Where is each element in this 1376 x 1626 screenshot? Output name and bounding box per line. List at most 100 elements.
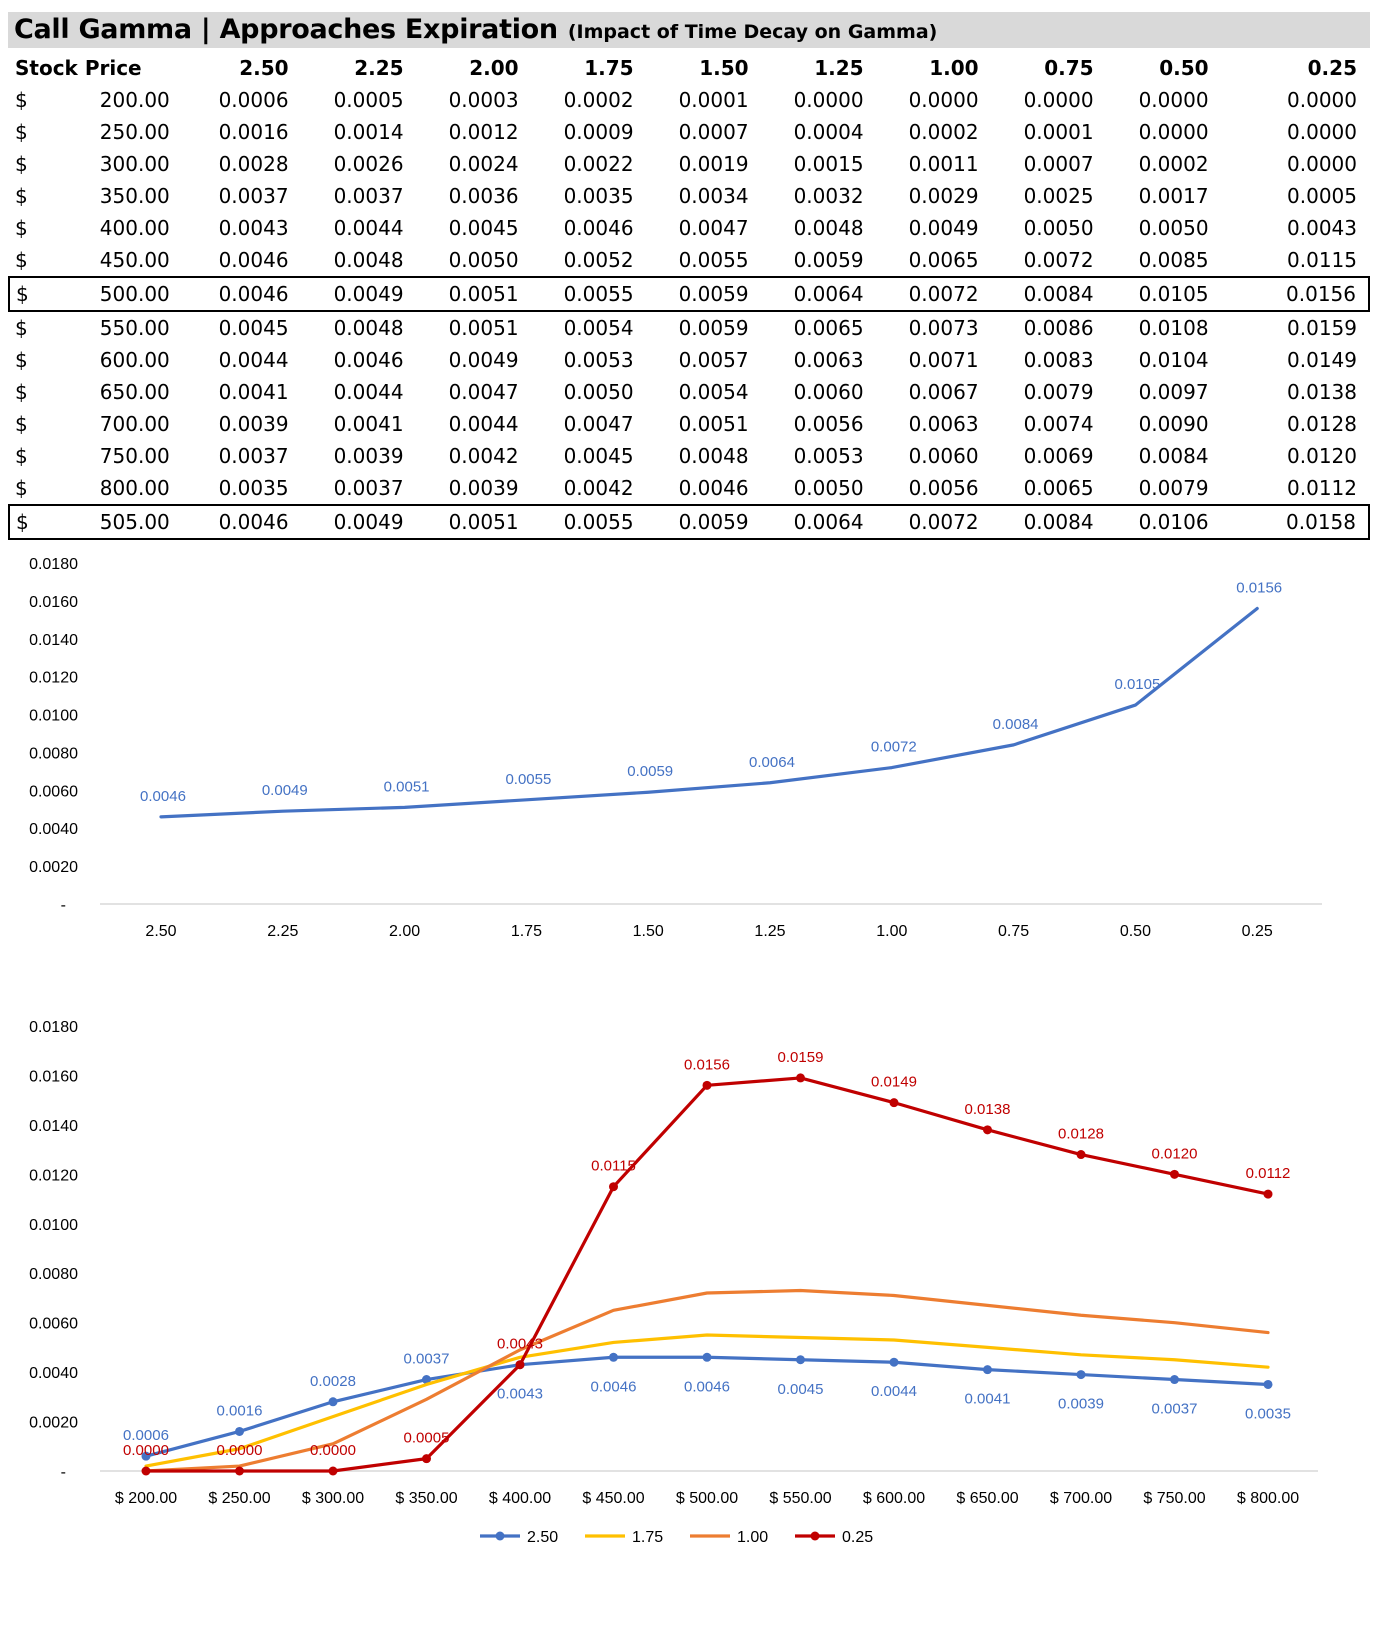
y-tick-label: 0.0120	[29, 670, 78, 687]
currency-cell: $	[15, 380, 28, 404]
gamma-cell: 0.0047	[678, 216, 749, 240]
y-tick-label: -	[61, 1464, 66, 1481]
gamma-cell: 0.0005	[1287, 184, 1357, 208]
table-row: $350.00 0.0037 0.0037 0.0036 0.0035 0.0034 0.0…	[9, 180, 1369, 212]
data-label: 0.0120	[1152, 1145, 1198, 1162]
gamma-cell: 0.0046	[678, 476, 749, 500]
gamma-cell: 0.0054	[678, 380, 749, 404]
gamma-cell: 0.0037	[333, 476, 404, 500]
data-label: 0.0037	[1152, 1401, 1198, 1418]
gamma-cell: 0.0002	[563, 88, 634, 112]
gamma-cell: 0.0050	[563, 380, 634, 404]
gamma-cell: 0.0047	[563, 412, 634, 436]
currency-cell: $	[15, 152, 28, 176]
x-tick-label: 2.00	[389, 923, 420, 940]
data-point	[702, 1352, 712, 1362]
x-tick-label: 1.50	[633, 923, 664, 940]
gamma-cell: 0.0045	[218, 316, 289, 340]
gamma-cell: 0.0000	[793, 88, 864, 112]
data-point	[889, 1357, 899, 1367]
gamma-cell: 0.0051	[415, 504, 531, 540]
gamma-cell: 0.0044	[218, 348, 289, 372]
page-subtitle: (Impact of Time Decay on Gamma)	[567, 21, 938, 43]
gamma-cell: 0.0097	[1138, 380, 1209, 404]
data-label: 0.0037	[404, 1351, 450, 1368]
data-label: 0.0046	[591, 1378, 637, 1395]
legend-marker	[810, 1531, 820, 1541]
gamma-cell: 0.0046	[333, 348, 404, 372]
data-label: 0.0016	[217, 1402, 263, 1419]
legend-label: 1.00	[737, 1529, 768, 1546]
gamma-cell: 0.0043	[218, 216, 289, 240]
gamma-cell: 0.0037	[333, 184, 404, 208]
gamma-cell: 0.0017	[1138, 184, 1209, 208]
gamma-cell: 0.0065	[1023, 476, 1094, 500]
x-tick-label: 0.75	[998, 923, 1029, 940]
price-cell: 350.00	[99, 184, 170, 208]
currency-cell: $	[15, 444, 28, 468]
data-point	[609, 1182, 618, 1192]
x-tick-label: 2.25	[267, 923, 298, 940]
gamma-cell: 0.0048	[678, 444, 749, 468]
table-header-row: Stock Price 2.50 2.25 2.00 1.75 1.50 1.25 1.00…	[9, 52, 1369, 84]
table-row: $450.00 0.0046 0.0048 0.0050 0.0052 0.0055 0.0…	[9, 244, 1369, 277]
y-tick-label: 0.0180	[29, 1019, 78, 1036]
table-row: $200.00 0.0006 0.0005 0.0003 0.0002 0.0001 0.0…	[9, 84, 1369, 116]
gamma-cell: 0.0084	[1138, 444, 1209, 468]
x-tick-label: 0.50	[1120, 923, 1151, 940]
gamma-cell: 0.0041	[333, 412, 404, 436]
x-tick-label: $ 600.00	[863, 1490, 925, 1507]
gamma-cell: 0.0019	[678, 152, 749, 176]
data-label: 0.0072	[871, 739, 917, 756]
data-point	[889, 1098, 899, 1108]
y-tick-label: 0.0160	[29, 594, 78, 611]
gamma-cell: 0.0079	[1138, 476, 1209, 500]
page-title: Call Gamma | Approaches Expiration	[14, 14, 558, 45]
gamma-cell: 0.0085	[1138, 248, 1209, 272]
y-tick-label: 0.0060	[29, 1316, 78, 1333]
gamma-cell: 0.0059	[793, 248, 864, 272]
gamma-cell: 0.0156	[1220, 276, 1371, 312]
header-col-7: 0.75	[1044, 56, 1094, 80]
data-label: 0.0039	[1058, 1396, 1104, 1413]
data-point	[1170, 1169, 1179, 1179]
x-tick-label: $ 800.00	[1237, 1490, 1299, 1507]
series-line-1.00	[144, 1288, 1270, 1473]
gamma-cell: 0.0016	[218, 120, 289, 144]
gamma-cell: 0.0039	[333, 444, 404, 468]
gamma-cell: 0.0050	[1023, 216, 1094, 240]
table-row: $750.00 0.0037 0.0039 0.0042 0.0045 0.0048 0.0…	[9, 440, 1369, 472]
gamma-cell: 0.0064	[760, 276, 876, 312]
y-tick-label: -	[61, 897, 66, 914]
table-row: $700.00 0.0039 0.0041 0.0044 0.0047 0.0051 0.0…	[9, 408, 1369, 440]
gamma-cell: 0.0043	[1287, 216, 1357, 240]
gamma-cell: 0.0050	[448, 248, 519, 272]
gamma-cell: 0.0046	[180, 276, 301, 312]
gamma-cell: 0.0009	[563, 120, 634, 144]
gamma-cell: 0.0032	[793, 184, 864, 208]
gamma-cell: 0.0000	[1138, 88, 1209, 112]
currency-cell: $	[15, 120, 28, 144]
data-point	[702, 1080, 712, 1090]
gamma-cell: 0.0007	[1023, 152, 1094, 176]
gamma-cell: 0.0046	[563, 216, 634, 240]
gamma-cell: 0.0059	[678, 316, 749, 340]
gamma-cell: 0.0072	[1023, 248, 1094, 272]
y-tick-label: 0.0020	[29, 1415, 78, 1432]
data-point	[235, 1426, 244, 1436]
x-tick-label: $ 700.00	[1050, 1490, 1112, 1507]
data-point	[422, 1454, 431, 1464]
gamma-cell: 0.0012	[448, 120, 519, 144]
y-tick-label: 0.0080	[29, 1266, 78, 1283]
x-tick-label: $ 400.00	[489, 1490, 551, 1507]
gamma-cell: 0.0001	[1023, 120, 1094, 144]
price-cell: 650.00	[99, 380, 170, 404]
gamma-cell: 0.0048	[333, 316, 404, 340]
gamma-cell: 0.0158	[1220, 504, 1371, 540]
gamma-cell: 0.0074	[1023, 412, 1094, 436]
data-label: 0.0043	[497, 1386, 543, 1403]
gamma-cell: 0.0047	[448, 380, 519, 404]
data-label: 0.0006	[123, 1427, 169, 1444]
header-stock-price: Stock Price	[15, 56, 142, 80]
data-label: 0.0055	[505, 771, 551, 788]
